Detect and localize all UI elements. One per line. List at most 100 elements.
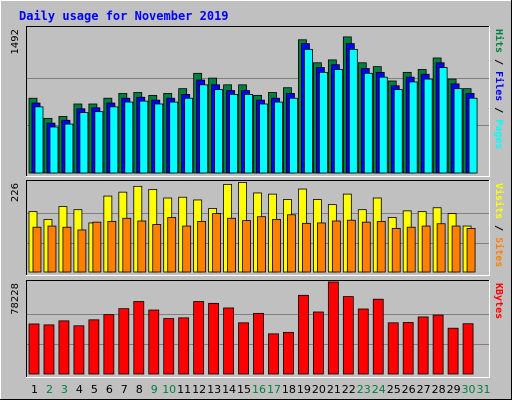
bar-kbytes-day-4 [73, 325, 85, 375]
x-tick-label: 31 [477, 383, 491, 396]
bar-sites-day-30 [466, 227, 476, 273]
bar-sites-day-16 [257, 216, 266, 273]
bar-pages-day-17 [274, 101, 283, 174]
x-tick-label: 25 [387, 383, 401, 396]
bar-sites-day-1 [32, 226, 42, 273]
bar-kbytes-day-28 [432, 314, 444, 375]
x-tick-label: 15 [237, 383, 251, 396]
bar-kbytes-day-6 [103, 314, 115, 375]
bar-pages-day-7 [124, 101, 134, 174]
bar-pages-day-21 [333, 69, 343, 174]
bar-kbytes-day-2 [43, 324, 55, 375]
bar-pages-day-1 [34, 106, 44, 174]
y-axis-label: KBytes [493, 283, 504, 319]
x-tick-label: 23 [357, 383, 371, 396]
bar-kbytes-day-10 [163, 318, 175, 375]
bar-sites-day-2 [47, 225, 57, 273]
bar-pages-day-28 [438, 67, 448, 174]
bar-sites-day-14 [227, 217, 236, 273]
bar-kbytes-day-29 [447, 327, 459, 375]
bar-kbytes-day-1 [28, 323, 40, 375]
y-axis-label-part: Sites [493, 237, 505, 267]
x-tick-label: 22 [342, 383, 356, 396]
bar-sites-day-6 [107, 220, 117, 273]
bar-kbytes-day-19 [298, 294, 309, 375]
x-tick-label: 11 [177, 383, 191, 396]
y-max-label: 226 [10, 183, 21, 202]
bar-pages-day-9 [154, 103, 164, 174]
bar-pages-day-4 [79, 112, 89, 174]
bar-kbytes-day-5 [88, 319, 100, 375]
panel-3: 78228 KBytes [10, 280, 504, 378]
bar-sites-day-13 [212, 213, 222, 273]
bar-kbytes-day-25 [387, 322, 399, 375]
bar-sites-day-28 [436, 223, 446, 273]
x-tick-label: 13 [207, 383, 221, 396]
x-tick-label: 26 [402, 383, 416, 396]
bar-sites-day-12 [197, 220, 207, 273]
bar-kbytes-day-24 [372, 298, 384, 375]
bar-pages-day-20 [318, 71, 328, 174]
bar-sites-day-26 [406, 226, 416, 273]
x-tick-label: 16 [252, 383, 266, 396]
x-tick-label: 30 [462, 383, 476, 396]
bar-kbytes-day-8 [133, 301, 145, 375]
y-axis-label: Hits / Files / Pages [493, 29, 505, 149]
bar-kbytes-day-11 [178, 317, 190, 375]
bar-sites-day-8 [137, 220, 147, 273]
bar-pages-day-15 [244, 94, 253, 174]
x-tick-label: 24 [372, 383, 386, 396]
bar-sites-day-5 [92, 221, 102, 273]
panel-2: 226 Visits / Sites [10, 180, 505, 276]
x-tick-label: 18 [282, 383, 296, 396]
bar-sites-day-23 [361, 221, 371, 273]
y-axis-label-part: KBytes [493, 283, 504, 319]
x-tick-label: 5 [91, 383, 98, 396]
bar-sites-day-22 [346, 219, 356, 273]
y-max-label: 78228 [10, 283, 21, 315]
bar-sites-day-25 [391, 227, 401, 273]
bar-sites-day-24 [376, 220, 386, 273]
x-tick-label: 19 [297, 383, 311, 396]
y-axis-label-separator: / [493, 53, 504, 71]
bar-kbytes-day-12 [193, 301, 205, 375]
bar-pages-day-18 [289, 97, 298, 174]
chart-panels: 1492 Hits / Files / Pages 226 Visits / Site… [10, 26, 505, 378]
bar-kbytes-day-20 [312, 311, 324, 375]
bar-kbytes-day-26 [402, 322, 414, 375]
bar-kbytes-day-27 [417, 316, 429, 375]
bar-sites-day-17 [272, 219, 281, 273]
bar-kbytes-day-14 [223, 307, 234, 375]
bar-pages-day-14 [229, 94, 238, 174]
x-tick-label: 17 [267, 383, 281, 396]
bar-pages-day-3 [64, 123, 74, 174]
bar-pages-day-24 [378, 76, 388, 174]
bar-kbytes-day-13 [208, 302, 220, 375]
chart-title: Daily usage for November 2019 [19, 9, 229, 23]
bar-sites-day-10 [167, 217, 177, 273]
bar-pages-day-2 [49, 126, 59, 174]
bar-sites-day-19 [302, 222, 311, 273]
bar-sites-day-4 [77, 229, 87, 273]
y-axis-label-part: Files [493, 71, 505, 101]
bar-pages-day-29 [453, 88, 463, 174]
bar-pages-day-23 [363, 72, 373, 174]
bar-sites-day-7 [122, 217, 132, 273]
bar-pages-day-6 [109, 106, 119, 174]
bar-kbytes-day-15 [238, 322, 249, 375]
bar-pages-day-12 [199, 84, 209, 174]
y-axis-label-part: Hits [493, 29, 505, 53]
bar-pages-day-10 [169, 101, 179, 174]
bar-sites-day-11 [182, 225, 192, 273]
bar-kbytes-day-7 [118, 308, 130, 375]
bar-kbytes-day-21 [327, 281, 339, 375]
x-tick-label: 8 [136, 383, 143, 396]
bar-sites-day-20 [316, 222, 326, 273]
y-axis-label-separator: / [493, 219, 504, 237]
bar-sites-day-9 [152, 224, 162, 273]
bar-pages-day-25 [393, 89, 403, 174]
bar-sites-day-21 [331, 220, 341, 273]
x-tick-label: 20 [312, 383, 326, 396]
bar-pages-day-22 [348, 48, 358, 174]
